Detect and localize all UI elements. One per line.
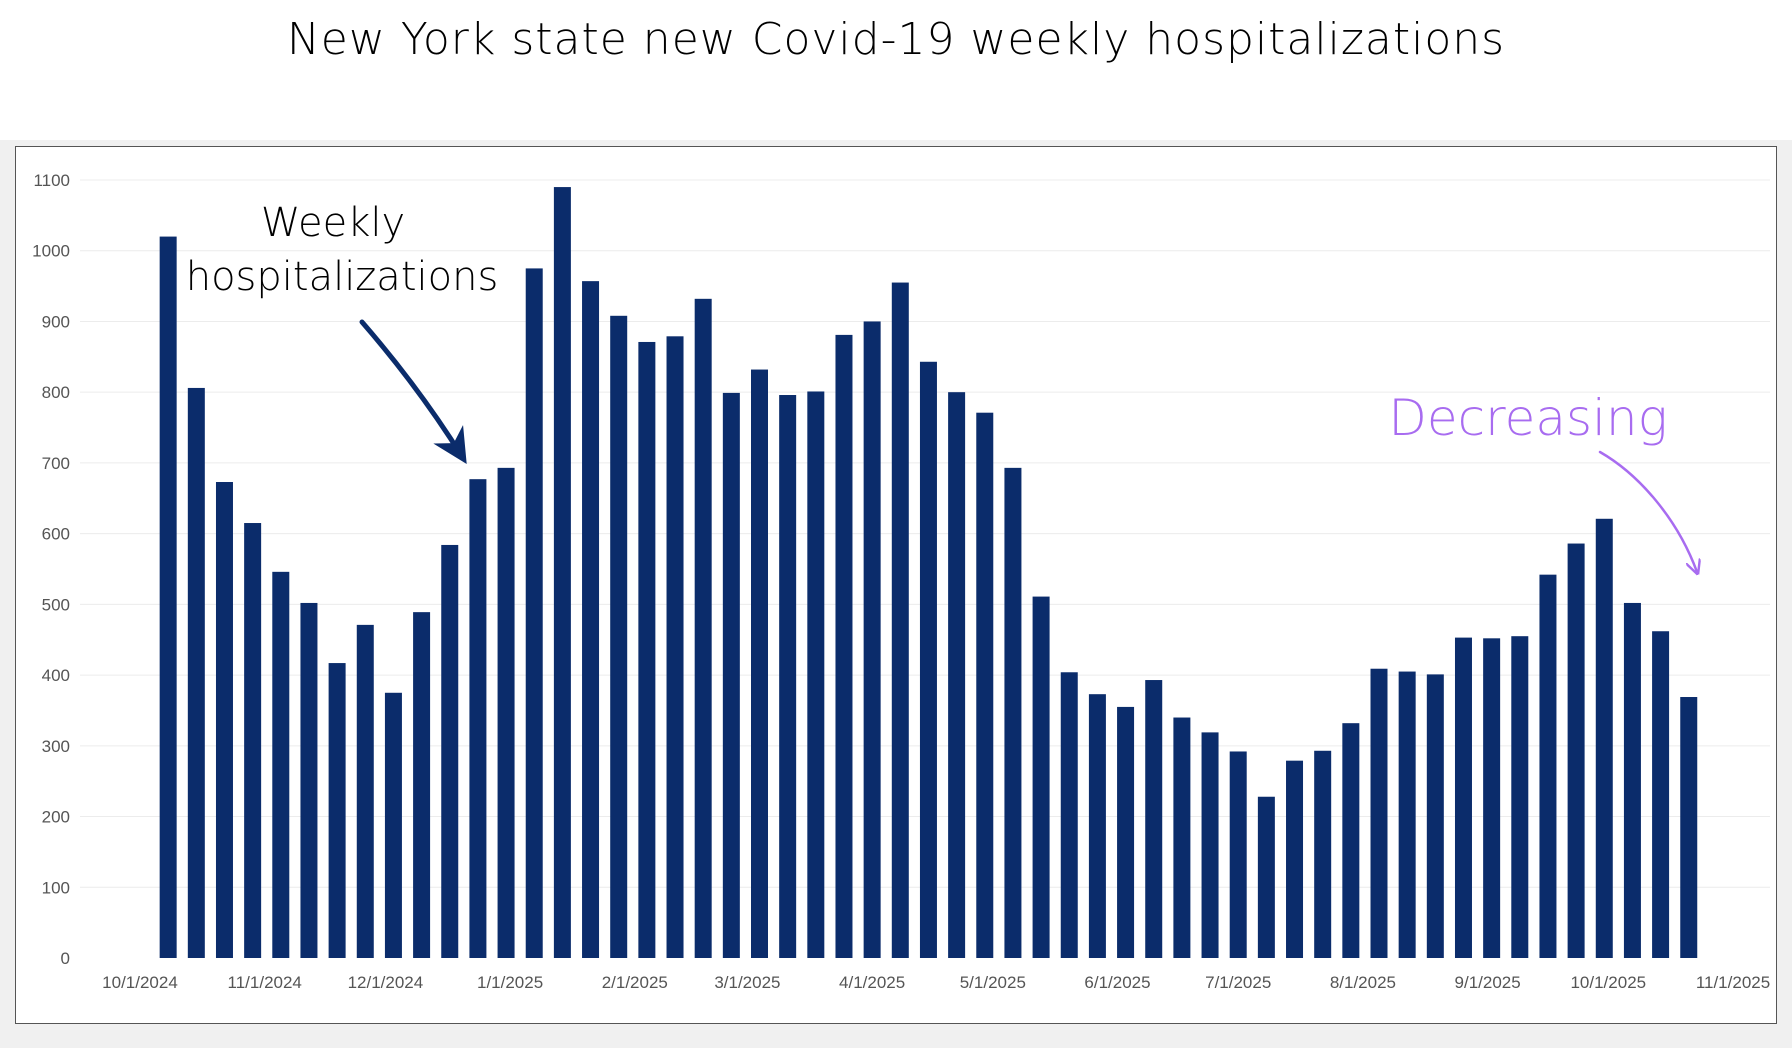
x-axis-ticks: 10/1/2024 11/1/2024 12/1/2024 1/1/2025 2/1/2… xyxy=(102,973,1770,992)
bar xyxy=(1201,732,1219,958)
x-tick-label: 12/1/2024 xyxy=(348,973,424,992)
x-tick-label: 11/1/2024 xyxy=(228,973,302,992)
bar xyxy=(863,321,881,958)
bar xyxy=(187,387,205,958)
y-tick-label: 800 xyxy=(42,383,70,402)
bar xyxy=(441,544,459,958)
bar xyxy=(328,663,346,958)
y-tick-label: 500 xyxy=(42,595,70,614)
bar xyxy=(694,298,712,959)
x-tick-label: 10/1/2025 xyxy=(1570,973,1646,992)
bar xyxy=(1454,637,1472,958)
y-axis-ticks: 0 100 200 300 400 500 600 700 800 900 1000 1100 xyxy=(32,171,70,968)
bar xyxy=(244,523,262,958)
y-tick-label: 700 xyxy=(42,454,70,473)
bar xyxy=(1426,674,1444,958)
annotation-weekly-line-2: hospitalizations xyxy=(186,254,499,300)
bar xyxy=(1623,602,1641,958)
annotation-weekly-line-1: Weekly xyxy=(261,200,405,246)
annotation-decreasing-arrow xyxy=(1598,450,1697,572)
x-tick-label: 2/1/2025 xyxy=(602,973,668,992)
bar xyxy=(1398,671,1416,958)
bar xyxy=(1595,518,1613,958)
y-tick-label: 200 xyxy=(42,808,70,827)
y-tick-label: 600 xyxy=(42,525,70,544)
x-tick-label: 10/1/2024 xyxy=(102,973,178,992)
bar xyxy=(779,395,797,959)
bar xyxy=(1652,631,1670,958)
x-tick-label: 3/1/2025 xyxy=(714,973,780,992)
bar xyxy=(1370,668,1388,958)
x-tick-label: 9/1/2025 xyxy=(1455,973,1521,992)
bar xyxy=(582,281,600,958)
bar xyxy=(919,361,937,958)
bar xyxy=(1314,750,1332,958)
bar xyxy=(1145,680,1163,958)
bar xyxy=(413,612,431,958)
bar xyxy=(976,412,994,958)
chart-title: New York state new Covid-19 weekly hospi… xyxy=(286,14,1506,65)
bar xyxy=(1229,751,1247,958)
bar xyxy=(722,392,740,958)
bar xyxy=(300,602,318,958)
bar xyxy=(1483,638,1501,958)
x-tick-label: 6/1/2025 xyxy=(1084,973,1150,992)
bar xyxy=(525,268,543,959)
y-tick-label: 400 xyxy=(42,666,70,685)
bar xyxy=(1286,760,1304,958)
y-tick-label: 900 xyxy=(42,312,70,331)
annotation-decreasing-text: Decreasing xyxy=(1388,389,1667,447)
bar xyxy=(891,282,909,958)
bar xyxy=(159,236,177,959)
bars xyxy=(159,187,1698,959)
bar xyxy=(469,479,487,958)
bar xyxy=(215,482,233,958)
bar xyxy=(1004,467,1022,958)
annotation-weekly-arrow xyxy=(359,319,467,464)
y-tick-label: 1100 xyxy=(33,171,70,190)
bar xyxy=(1539,574,1557,958)
bar xyxy=(1032,596,1050,958)
y-tick-label: 100 xyxy=(42,878,70,897)
x-tick-label: 11/1/2025 xyxy=(1696,973,1770,992)
bar xyxy=(1342,723,1360,958)
y-tick-label: 300 xyxy=(42,737,70,756)
y-tick-label: 0 xyxy=(61,949,70,968)
bar xyxy=(497,467,515,958)
bar xyxy=(384,692,402,958)
x-tick-label: 4/1/2025 xyxy=(839,973,905,992)
bar xyxy=(1060,672,1078,958)
annotation-weekly-hospitalizations: Weekly hospitalizations xyxy=(186,200,499,464)
x-tick-label: 8/1/2025 xyxy=(1330,973,1396,992)
bar xyxy=(1173,717,1191,958)
bar xyxy=(1567,543,1585,958)
annotation-decreasing: Decreasing xyxy=(1388,389,1697,572)
bar xyxy=(1088,694,1106,958)
bar xyxy=(835,334,853,959)
y-tick-label: 1000 xyxy=(32,242,70,261)
x-tick-label: 5/1/2025 xyxy=(960,973,1026,992)
bar xyxy=(610,315,628,958)
bar xyxy=(638,341,656,958)
bar xyxy=(807,391,825,958)
bar xyxy=(751,369,768,959)
bar xyxy=(553,187,571,958)
bar xyxy=(356,624,374,958)
bar xyxy=(1257,796,1275,958)
bar xyxy=(948,392,966,958)
bar xyxy=(272,571,290,958)
bar xyxy=(1117,706,1135,958)
x-tick-label: 1/1/2025 xyxy=(477,973,543,992)
bar xyxy=(666,336,684,959)
bar xyxy=(1511,636,1529,958)
x-tick-label: 7/1/2025 xyxy=(1205,973,1271,992)
bar xyxy=(1680,697,1698,958)
